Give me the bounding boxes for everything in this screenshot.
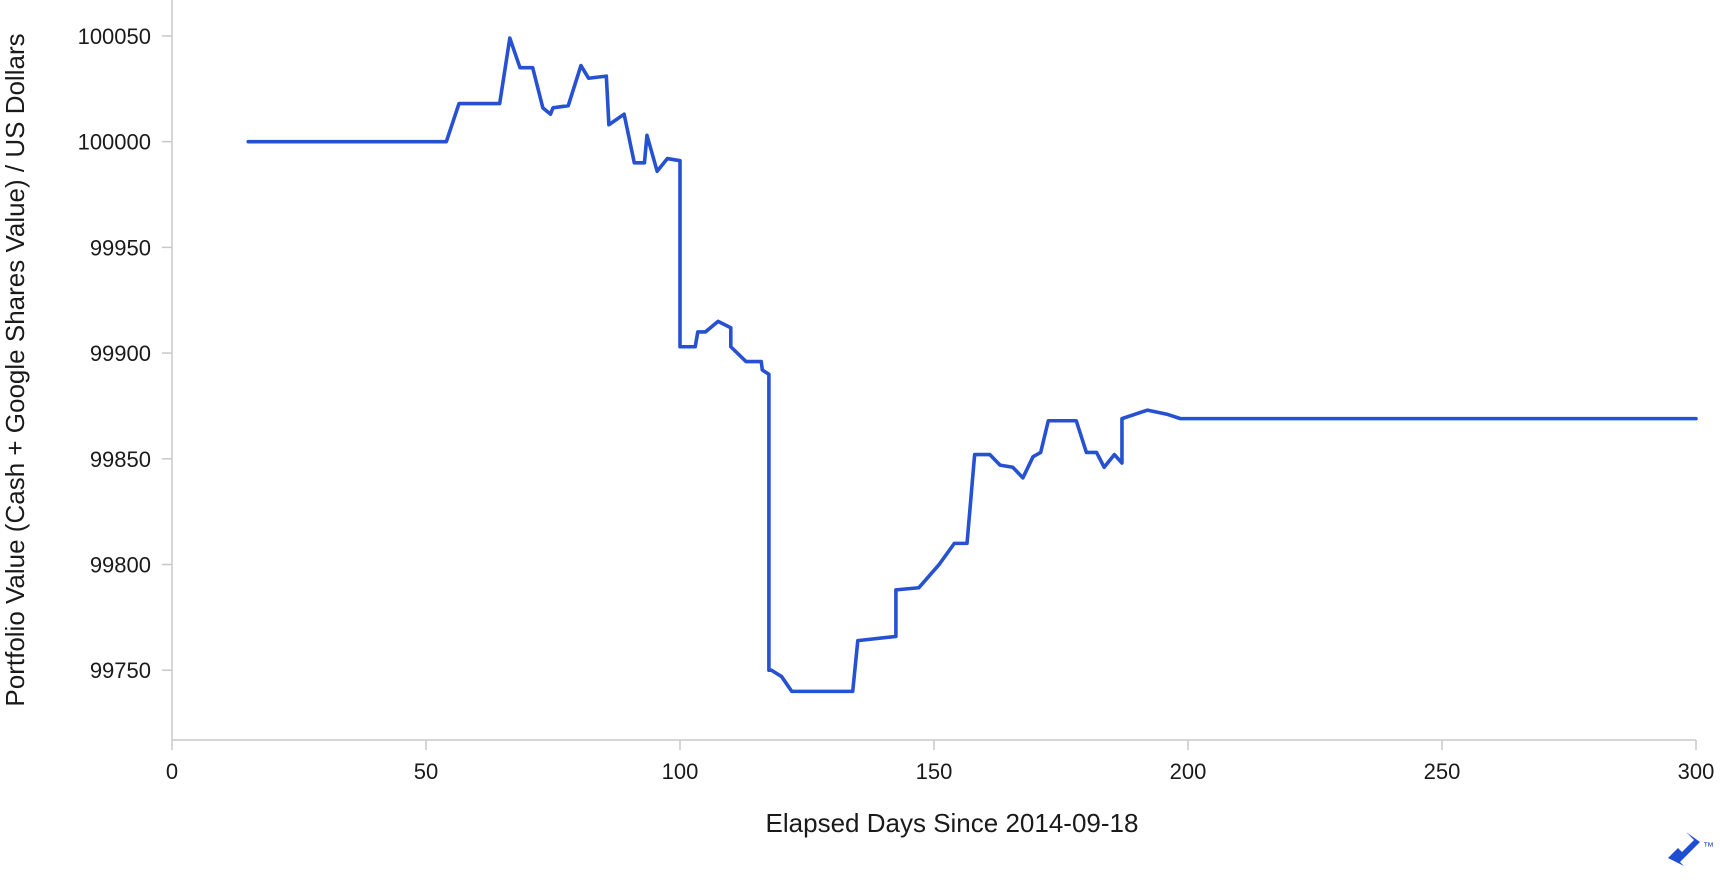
y-tick-label: 99750: [90, 658, 151, 683]
y-tick-label: 99850: [90, 447, 151, 472]
x-axis-title: Elapsed Days Since 2014-09-18: [766, 808, 1139, 838]
y-tick-label: 99800: [90, 553, 151, 578]
y-tick-label: 100000: [78, 130, 151, 155]
x-tick-label: 50: [414, 759, 438, 784]
y-tick-label: 100050: [78, 24, 151, 49]
x-tick-label: 300: [1678, 759, 1715, 784]
y-axis: 99750 99800 99850 99900 99950 100000 100050: [78, 0, 173, 740]
x-axis: 0 50 100 150 200 250 300: [166, 739, 1715, 784]
plot-area: [246, 36, 1698, 694]
x-tick-label: 0: [166, 759, 178, 784]
x-tick-label: 250: [1424, 759, 1461, 784]
x-tick-label: 150: [916, 759, 953, 784]
y-axis-title: Portfolio Value (Cash + Google Shares Va…: [0, 33, 30, 706]
svg-text:™: ™: [1703, 841, 1714, 853]
y-tick-label: 99950: [90, 235, 151, 260]
x-tick-label: 100: [662, 759, 699, 784]
x-tick-label: 200: [1170, 759, 1207, 784]
y-tick-label: 99900: [90, 341, 151, 366]
series-line: [246, 36, 1698, 694]
brand-logo-icon: ™: [1668, 832, 1714, 866]
